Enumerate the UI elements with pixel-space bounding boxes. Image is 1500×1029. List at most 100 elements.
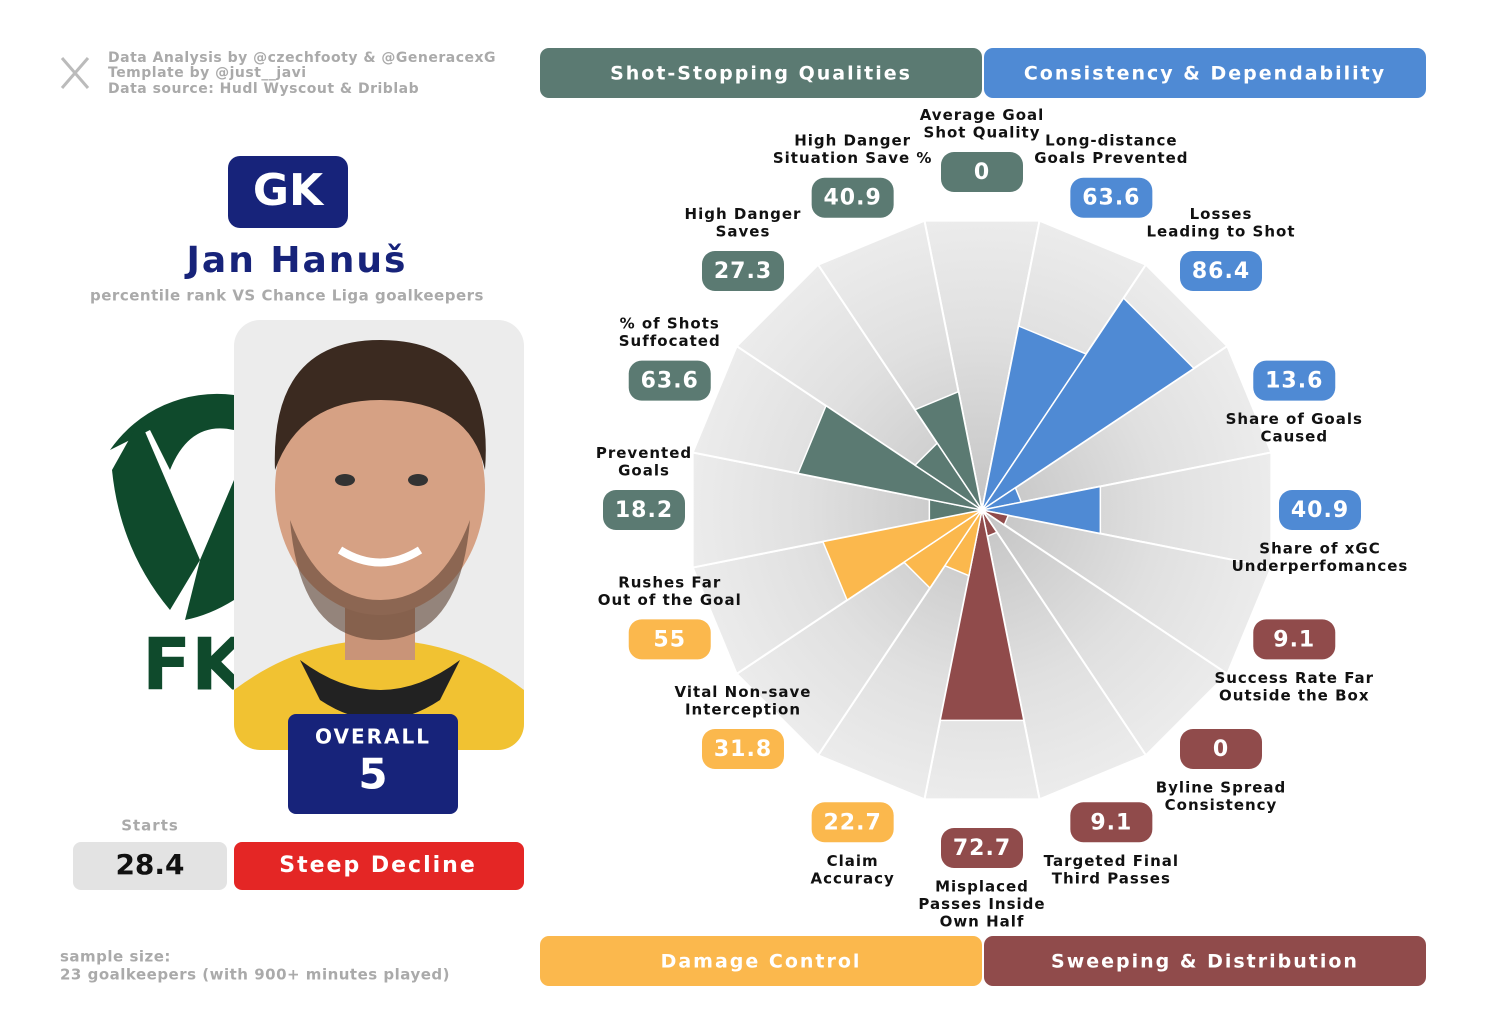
category-label: Leading to Shot [1146,222,1295,240]
category-label: Targeted Final [1044,852,1179,870]
wedge [821,509,983,602]
team-logo-text: FK [142,623,249,707]
category-label: Average Goal [920,106,1045,124]
value-label: 86.4 [1192,259,1250,284]
value-label: 9.1 [1273,627,1315,652]
group-header-label: Shot-Stopping Qualities [610,63,912,85]
value-label: 27.3 [714,259,772,284]
category-label: Prevented [596,444,692,462]
value-box [1253,360,1336,401]
value-box [701,250,784,291]
category-label: Accuracy [811,869,895,887]
category-label: Shot Quality [924,124,1041,142]
credit: Data Analysis by @czechfooty & @Generace… [108,50,496,66]
category-label: Suffocated [619,332,721,350]
category-label: Vital Non-save [675,683,812,701]
category-label: Third Passes [1052,869,1171,887]
wedge [981,485,1102,535]
value-box [628,360,711,401]
category-label: Underperfomances [1232,557,1409,575]
trend: Steep Decline [279,853,477,878]
category-label: Share of Goals [1226,410,1363,428]
value-label: 13.6 [1265,369,1323,394]
player-name: Jan Hanuš [184,240,408,281]
player-photo [234,320,524,750]
category-label: Goals Prevented [1034,149,1188,167]
value-box [941,152,1023,192]
value-label: 63.6 [1082,186,1140,211]
overall-value: 5 [358,750,387,799]
value-label: 0 [1213,737,1229,762]
category-label: Byline Spread [1156,779,1287,797]
x-logo [60,57,90,89]
value-label: 63.6 [641,369,699,394]
category-label: Consistency [1165,796,1278,814]
position: GK [253,165,325,216]
category-label: Own Half [940,913,1025,931]
category-label: Rushes Far [618,573,721,591]
value-label: 40.9 [1291,498,1349,523]
category-label: Success Rate Far [1214,669,1374,687]
value-label: 22.7 [824,810,882,835]
value-label: 9.1 [1090,810,1132,835]
value-box [941,828,1023,868]
category-label: Share of xGC [1259,540,1380,558]
category-label: % of Shots [620,315,720,333]
value-box [1279,490,1361,530]
subtitle: percentile rank VS Chance Liga goalkeepe… [90,287,484,305]
group-header [984,48,1426,98]
wedge [913,390,983,511]
category-label: Interception [685,701,801,719]
sample-note: 23 goalkeepers (with 900+ minutes played… [60,966,450,984]
category-label: Passes Inside [918,895,1045,913]
category-label: Caused [1260,428,1328,446]
value-box [603,490,685,530]
value-box [1070,177,1153,218]
value-box [1070,802,1153,843]
value-box [1180,729,1263,770]
wedge [981,296,1196,511]
value-label: 40.9 [824,186,882,211]
category-label: Long-distance [1045,132,1177,150]
value-box [811,177,894,218]
value-box [811,802,894,843]
category-label: High Danger [685,205,802,223]
category-label: Losses [1190,205,1253,223]
starts-value: 28.4 [115,848,184,881]
value-label: 55 [653,627,686,652]
value-box [1253,619,1336,660]
overall-badge [288,714,458,814]
value-label: 72.7 [953,836,1011,861]
group-header [540,48,982,98]
category-label: Out of the Goal [598,591,742,609]
wedge [981,509,1010,527]
wedge [796,404,983,511]
credit: Template by @just__javi [108,65,307,81]
wedge [939,509,1025,722]
category-label: Outside the Box [1219,686,1369,704]
category-label: Saves [716,222,771,240]
category-label: Claim [827,852,879,870]
value-box [701,729,784,770]
team-logo: FK [110,393,249,707]
group-header-label: Consistency & Dependability [1024,63,1386,85]
trend-box [234,842,524,890]
value-label: 0 [974,160,990,185]
starts-box [73,842,227,890]
value-label: 18.2 [615,498,673,523]
group-header [540,936,982,986]
position-badge [228,156,348,228]
overall-label: OVERALL [315,725,431,749]
value-box [1180,250,1263,291]
starts-label: Starts [121,817,179,835]
credit: Data source: Hudl Wyscout & Driblab [108,81,419,97]
category-label: Situation Save % [773,149,933,167]
group-header-label: Sweeping & Distribution [1051,951,1359,973]
category-label: Misplaced [935,878,1029,896]
value-box [628,619,711,660]
sample-note: sample size: [60,948,171,966]
category-label: Goals [618,462,670,480]
category-label: High Danger [794,132,911,150]
group-header [984,936,1426,986]
